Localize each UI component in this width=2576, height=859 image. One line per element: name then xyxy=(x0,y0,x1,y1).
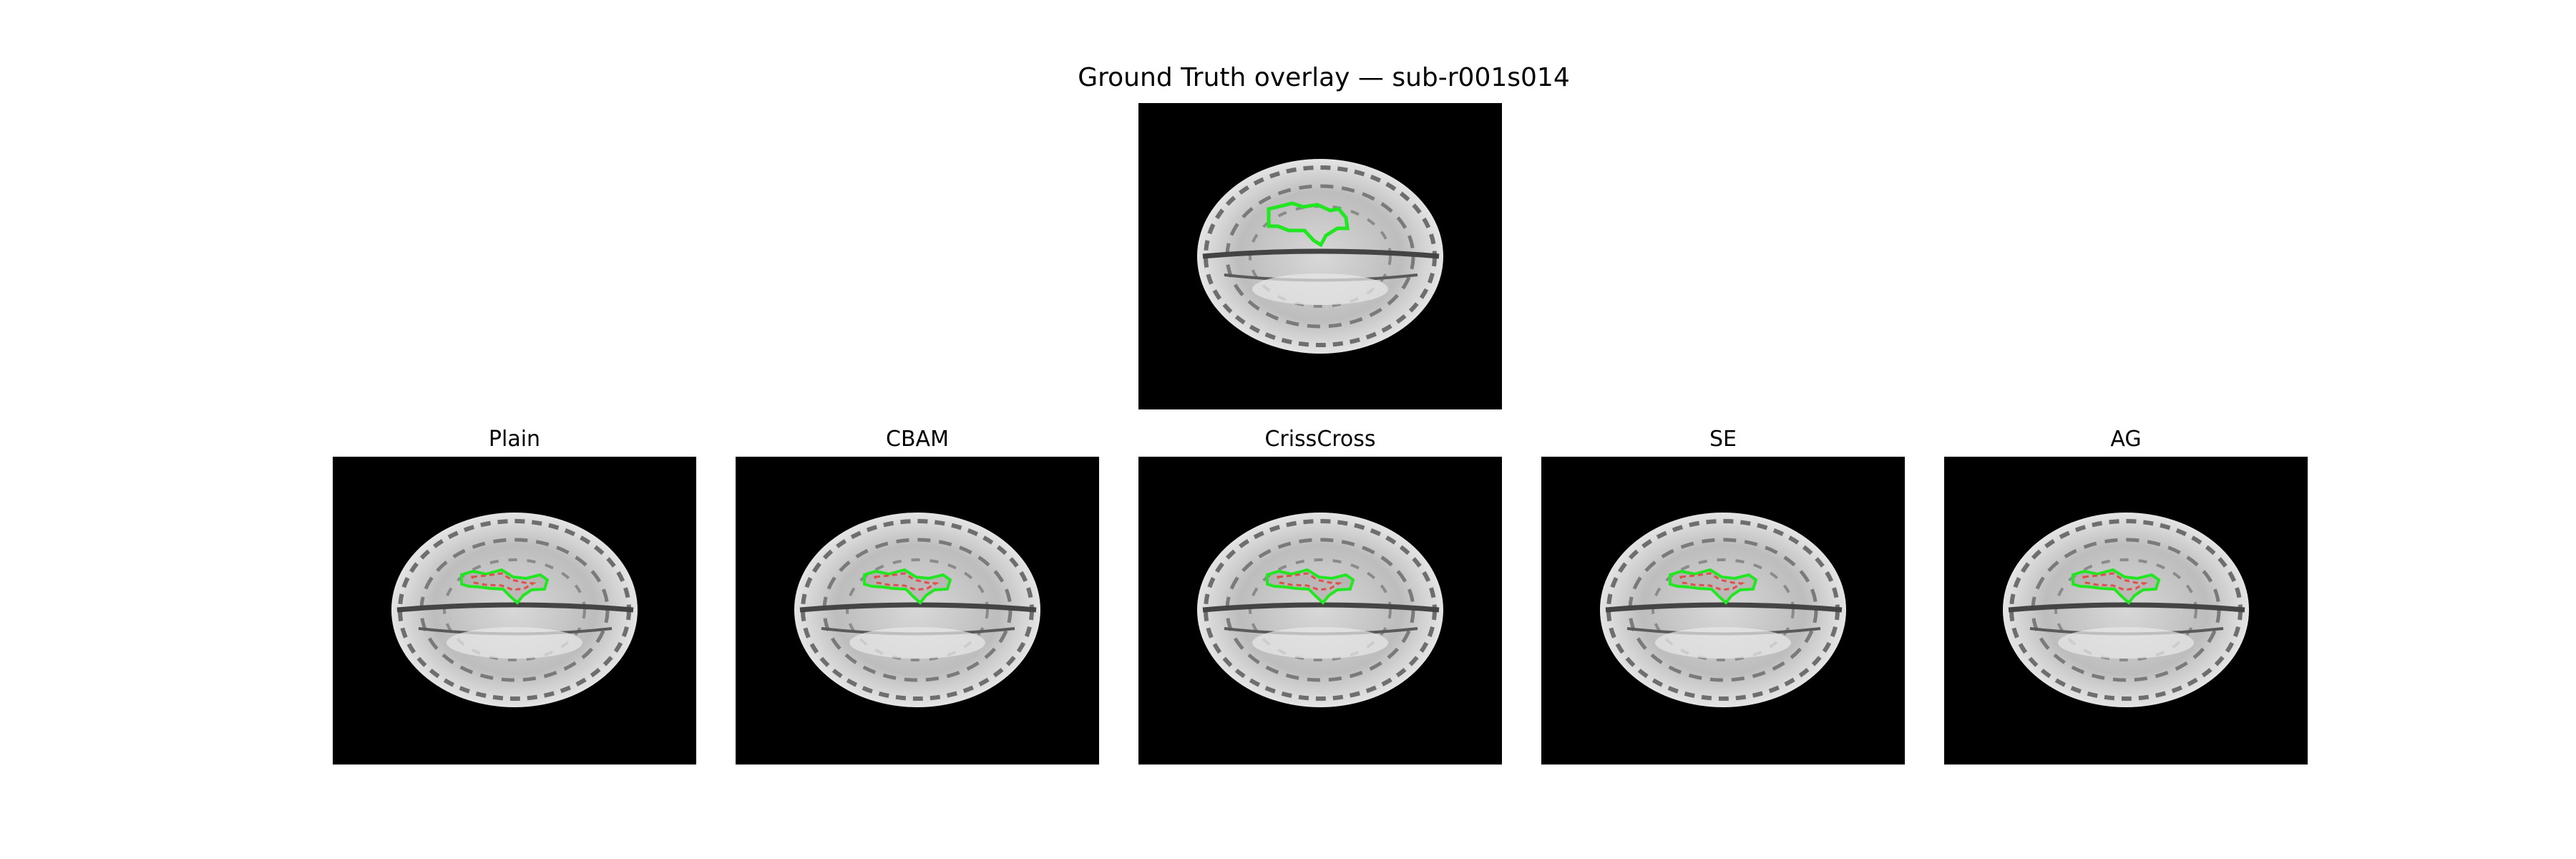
ground-truth-contour xyxy=(1267,201,1350,248)
ag-brain-image xyxy=(1944,457,2308,765)
cbam-brain-image xyxy=(736,457,1099,765)
ground-truth-brain-image xyxy=(1138,103,1502,409)
panel-title-plain: Plain xyxy=(488,427,541,452)
panel-title-crisscross: CrissCross xyxy=(1264,427,1376,452)
se-panel xyxy=(1541,457,1905,765)
panel-title-cbam: CBAM xyxy=(886,427,949,452)
ag-panel xyxy=(1944,457,2308,765)
panel-title-se: SE xyxy=(1709,427,1737,452)
crisscross-panel xyxy=(1138,457,1502,765)
cbam-panel xyxy=(736,457,1099,765)
plain-panel xyxy=(333,457,696,765)
se-brain-image xyxy=(1541,457,1905,765)
figure-title: Ground Truth overlay — sub-r001s014 xyxy=(1078,63,1570,92)
panel-title-ag: AG xyxy=(2110,427,2142,452)
ground-truth-panel xyxy=(1138,103,1502,409)
crisscross-brain-image xyxy=(1138,457,1502,765)
plain-brain-image xyxy=(333,457,696,765)
